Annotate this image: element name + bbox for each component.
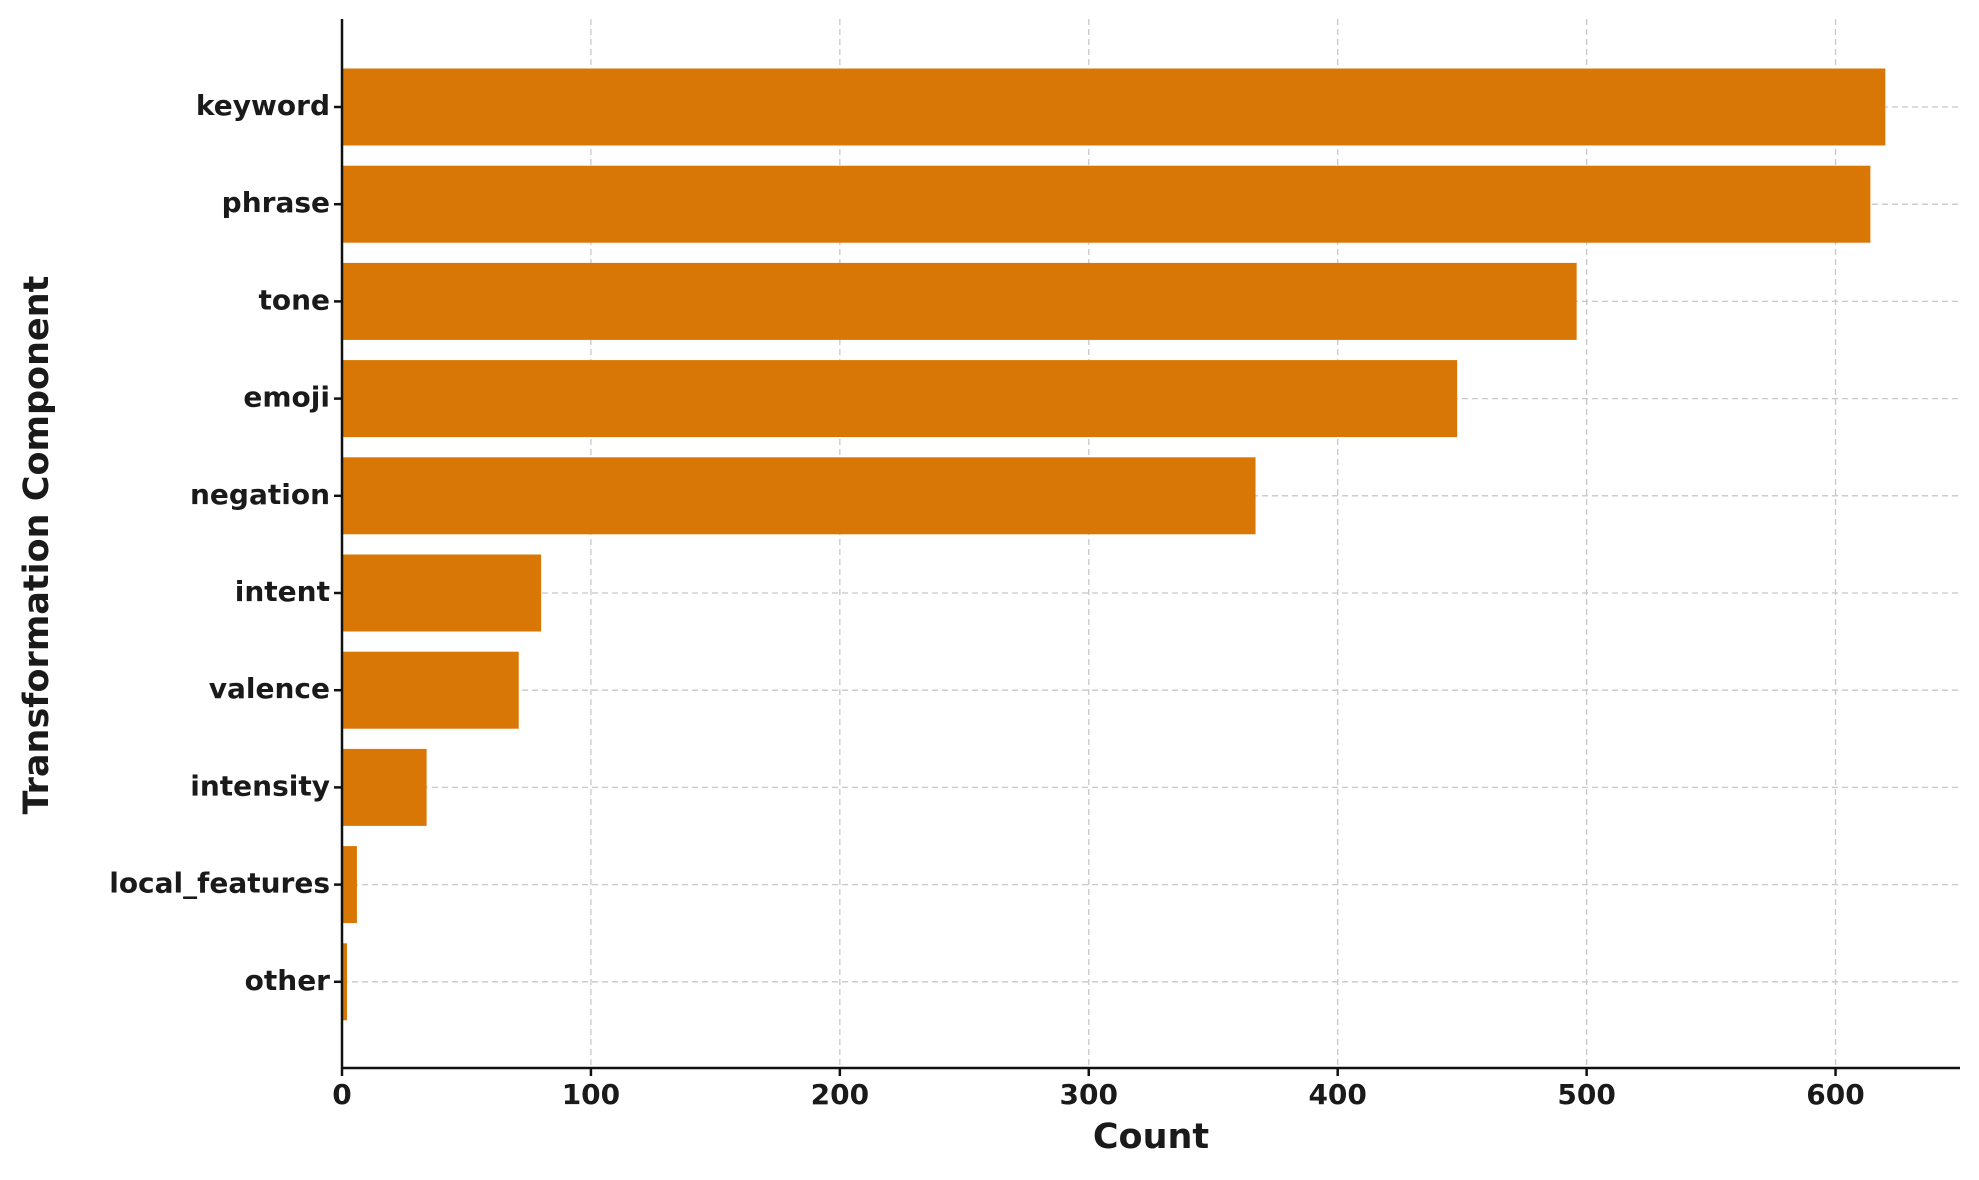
y-tick-label: other (245, 964, 331, 997)
bar (342, 748, 427, 826)
bar (342, 651, 519, 729)
x-tick-label: 200 (811, 1078, 869, 1111)
y-tick-label: phrase (222, 186, 330, 219)
y-tick-label: local_features (109, 867, 330, 900)
x-axis-title: Count (1093, 1117, 1209, 1157)
x-tick-label: 100 (562, 1078, 620, 1111)
bar (342, 165, 1871, 243)
y-tick-label: intent (235, 575, 330, 608)
y-axis-title: Transformation Component (17, 276, 57, 815)
bar (342, 846, 357, 924)
y-tick-label: tone (258, 283, 330, 316)
y-tick-label: keyword (196, 89, 330, 122)
x-tick-label: 400 (1308, 1078, 1366, 1111)
y-tick-label: intensity (190, 769, 330, 802)
y-tick-label: negation (190, 478, 330, 511)
x-tick-label: 600 (1806, 1078, 1864, 1111)
y-tick-label: valence (209, 672, 330, 705)
x-tick-label: 500 (1557, 1078, 1615, 1111)
bar (342, 68, 1886, 146)
bar (342, 554, 542, 632)
y-tick-label: emoji (243, 381, 330, 414)
x-tick-label: 300 (1060, 1078, 1118, 1111)
bar (342, 943, 347, 1021)
bar (342, 262, 1577, 340)
bar (342, 457, 1256, 535)
bar (342, 360, 1458, 438)
x-tick-label: 0 (332, 1078, 351, 1111)
